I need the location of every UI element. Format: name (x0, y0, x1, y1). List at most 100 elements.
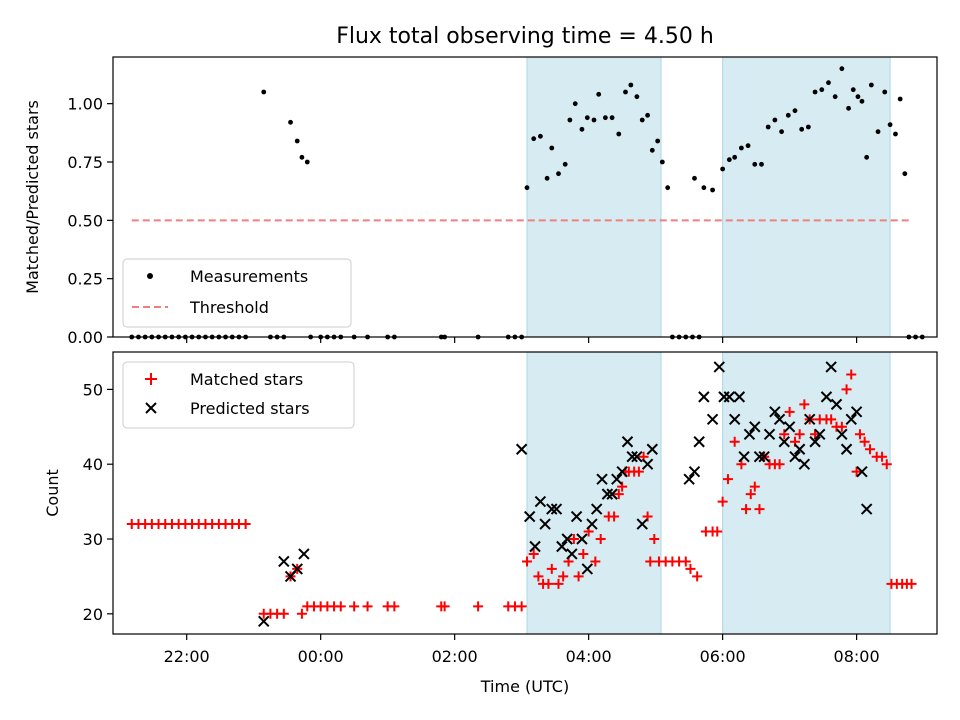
measurement-point (692, 175, 697, 181)
predicted-star-point (601, 488, 614, 500)
top-ytick-label: 0.75 (67, 153, 103, 172)
matched-star-point (717, 496, 728, 507)
predicted-star-point (743, 428, 756, 440)
predicted-star-point (749, 421, 761, 433)
matched-star-point (749, 481, 760, 492)
predicted-star-point (733, 391, 746, 403)
predicted-star-point (845, 413, 857, 426)
predicted-star-point (556, 540, 568, 553)
predicted-star-point (804, 413, 816, 426)
matched-star-point (799, 399, 810, 410)
measurement-point (538, 133, 543, 139)
bottom-x-ticks: 22:00 00:00 02:00 04:00 06:00 08:00 (164, 634, 880, 666)
top-legend-box (122, 258, 352, 328)
chart-title: Flux total observing time = 4.50 h (336, 24, 714, 49)
measurement-point (893, 131, 898, 137)
matched-star-point (573, 571, 584, 582)
predicted-star-point (836, 428, 848, 440)
measurement-point (832, 94, 838, 100)
measurement-point (799, 126, 805, 132)
measurement-point (887, 122, 893, 128)
matched-star-point (633, 466, 644, 477)
measurement-point (649, 147, 655, 153)
top-x-ticks (186, 337, 858, 343)
predicted-star-point (611, 473, 623, 485)
matched-star-point (389, 601, 400, 612)
matched-star-point (590, 556, 601, 567)
predicted-star-point (693, 436, 705, 448)
predicted-star-point (728, 413, 741, 426)
predicted-star-point (278, 555, 290, 568)
legend-predicted-marker (145, 402, 157, 414)
measurement-point (549, 145, 555, 151)
predicted-star-point (586, 518, 598, 530)
matched-star-point (741, 504, 752, 515)
predicted-star-point (830, 398, 843, 411)
measurement-point (839, 66, 845, 72)
matched-star-point (533, 571, 544, 582)
matched-star-point (692, 571, 703, 582)
legend-threshold-label: Threshold (189, 298, 269, 317)
matched-star-point (836, 421, 847, 432)
matched-star-point (774, 459, 785, 470)
measurement-point (855, 94, 861, 100)
predicted-star-point (698, 391, 710, 403)
measurement-point (591, 117, 597, 123)
predicted-star-point (539, 518, 551, 530)
predicted-star-point (850, 406, 863, 418)
top-y-ticks: 0.00 0.25 0.50 0.75 1.00 (67, 95, 113, 347)
predicted-star-point (566, 548, 578, 560)
measurement-point (572, 101, 578, 107)
matched-star-point (595, 534, 606, 545)
bottom-ytick-label: 40 (83, 455, 103, 474)
predicted-star-point (758, 451, 770, 463)
matched-star-point (851, 466, 862, 477)
legend-matched-label: Matched stars (190, 370, 303, 389)
top-ytick-label: 1.00 (67, 95, 103, 114)
matched-star-point (240, 519, 251, 530)
measurement-point (304, 159, 310, 165)
bottom-xtick-label: 08:00 (834, 647, 880, 666)
predicted-star-point (793, 443, 806, 455)
measurement-point (628, 82, 634, 88)
matched-star-point (645, 556, 656, 567)
predicted-star-point (636, 518, 648, 530)
matched-star-points (126, 369, 917, 619)
bottom-xtick-label: 02:00 (432, 647, 478, 666)
measurement-point (567, 117, 573, 123)
measurement-point (726, 157, 732, 163)
matched-star-point (754, 504, 765, 515)
matched-star-point (609, 511, 620, 522)
predicted-star-point (840, 443, 853, 455)
measurement-point (634, 94, 640, 100)
matched-star-point (722, 474, 733, 485)
predicted-star-point (713, 361, 725, 373)
legend-measurements-label: Measurements (190, 267, 308, 286)
predicted-star-point (291, 563, 303, 575)
matched-star-point (729, 436, 740, 447)
measurement-point (531, 136, 537, 142)
predicted-star-point (258, 615, 270, 627)
matched-star-point (278, 608, 289, 619)
measurement-point (779, 129, 784, 135)
measurement-point (785, 112, 791, 118)
predicted-star-point (763, 428, 776, 440)
x-axis-label: Time (UTC) (480, 677, 569, 696)
matched-star-point (528, 548, 539, 559)
predicted-star-point (723, 391, 736, 403)
predicted-star-point (646, 443, 658, 455)
bottom-ytick-label: 50 (83, 380, 103, 399)
measurement-point (875, 129, 881, 135)
measurement-point (294, 138, 300, 144)
top-axes-frame (112, 56, 938, 338)
measurement-point (738, 145, 744, 151)
predicted-star-point (706, 413, 719, 426)
measurement-point (902, 171, 908, 177)
bottom-ytick-label: 20 (83, 605, 103, 624)
measurement-point (524, 185, 530, 191)
measurement-point (710, 187, 715, 193)
measurement-point (792, 108, 798, 114)
matched-star-point (296, 608, 307, 619)
top-ytick-label: 0.25 (67, 270, 103, 289)
